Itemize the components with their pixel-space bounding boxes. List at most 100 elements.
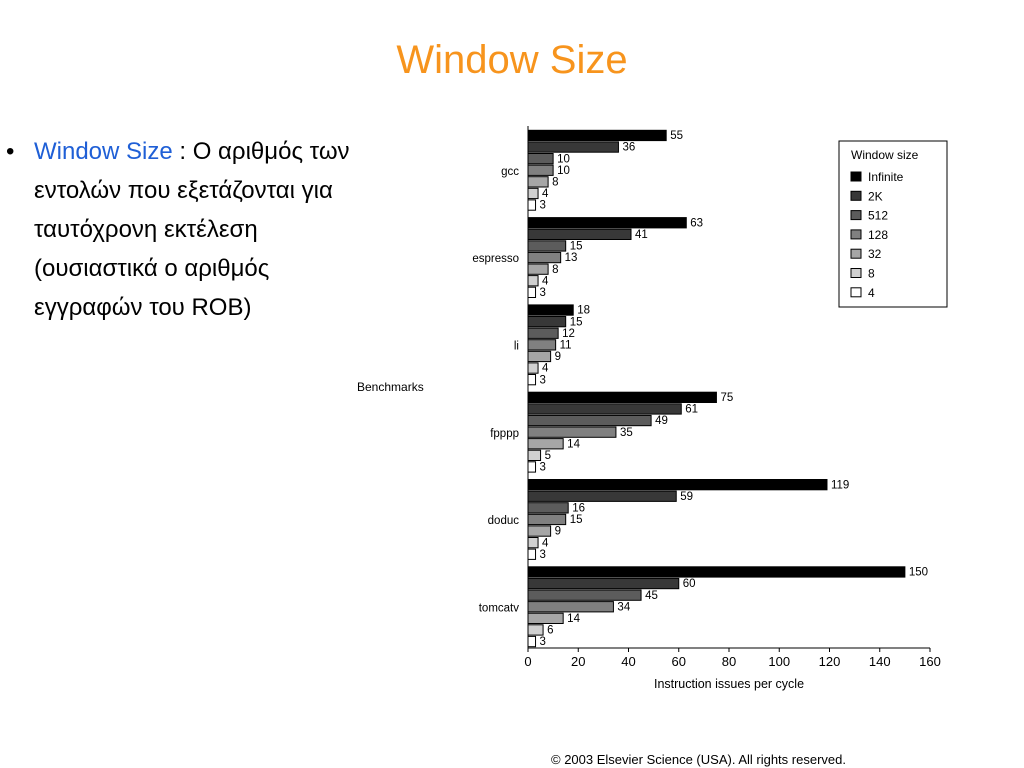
bar-fpppp-2k (527, 403, 682, 415)
category-label: fpppp (490, 428, 519, 440)
category-label: tomcatv (479, 602, 520, 614)
value-label: 4 (542, 537, 549, 549)
bar-doduc-4 (527, 548, 537, 560)
x-tick-label: 160 (919, 654, 941, 669)
bar-tomcatv-2k (527, 577, 680, 590)
x-tick-label: 20 (571, 654, 585, 669)
legend-swatch (850, 287, 862, 298)
value-label: 14 (567, 613, 580, 625)
value-label: 14 (567, 438, 580, 450)
value-label: 15 (570, 514, 583, 526)
legend-title: Window size (851, 148, 919, 162)
bars-layer (527, 129, 906, 648)
value-label: 10 (557, 153, 570, 165)
x-tick-label: 40 (621, 654, 635, 669)
x-tick-label: 80 (722, 654, 736, 669)
bar-espresso-infinite (527, 217, 687, 229)
value-label: 63 (690, 217, 703, 229)
bar-li-2k (527, 316, 567, 328)
legend-label: Infinite (868, 170, 904, 184)
bar-tomcatv-8 (527, 624, 544, 636)
legend-swatch (850, 171, 862, 182)
value-label: 35 (620, 427, 633, 439)
bar-gcc-2k (527, 141, 619, 153)
value-label: 49 (655, 415, 668, 427)
bullet-symbol: • (6, 138, 15, 165)
value-label: 15 (570, 316, 583, 328)
x-tick-label: 140 (869, 654, 891, 669)
bar-fpppp-8 (527, 449, 542, 462)
value-label: 41 (635, 229, 648, 241)
x-tick-label: 60 (672, 654, 686, 669)
bar-gcc-4 (527, 199, 537, 211)
value-label: 15 (570, 241, 583, 253)
bar-li-512 (527, 327, 559, 339)
value-label: 150 (909, 567, 928, 579)
bar-tomcatv-infinite (527, 566, 906, 578)
bar-li-8 (527, 362, 539, 374)
bar-doduc-512 (527, 502, 569, 514)
value-label: 10 (557, 165, 570, 177)
bar-espresso-128 (527, 251, 562, 264)
bullet-description: : Ο αριθμός των εντολών που εξετάζονται … (34, 138, 350, 321)
bar-li-infinite (527, 304, 574, 316)
bar-tomcatv-128 (527, 601, 614, 613)
bar-tomcatv-32 (527, 612, 564, 625)
value-label: 6 (547, 625, 553, 637)
bar-gcc-32 (527, 176, 549, 188)
value-label: 4 (542, 275, 549, 287)
category-label: doduc (488, 515, 520, 527)
bar-gcc-infinite (527, 129, 667, 142)
value-label: 11 (560, 340, 572, 352)
value-label: 119 (831, 479, 849, 491)
bar-doduc-infinite (527, 479, 828, 491)
value-label: 18 (577, 305, 590, 317)
value-label: 8 (552, 177, 558, 189)
legend-label: 512 (868, 209, 888, 223)
bar-li-4 (527, 374, 537, 386)
bar-espresso-32 (527, 263, 549, 275)
legend-label: 2K (868, 189, 883, 203)
value-label: 13 (565, 252, 578, 264)
legend-swatch (850, 229, 862, 240)
value-label: 9 (555, 351, 561, 363)
axis-layer: gcc espresso li fpppp doduc tomcatv 0 20 40 60 80 1… (357, 126, 941, 691)
bar-gcc-512 (527, 153, 554, 165)
bar-tomcatv-4 (527, 635, 537, 648)
value-label: 3 (540, 636, 546, 648)
x-tick-label: 100 (768, 654, 790, 669)
legend-label: 32 (868, 247, 882, 261)
value-labels-layer: 5536101084363411513843181512119437561493… (540, 130, 929, 648)
value-label: 4 (542, 188, 549, 200)
value-label: 3 (540, 462, 546, 474)
bullet-item: • Window Size : Ο αριθμός των εντολών πο… (6, 132, 361, 327)
category-label: espresso (472, 253, 519, 265)
legend-label: 128 (868, 228, 888, 242)
legend-box (838, 140, 948, 308)
value-label: 8 (552, 264, 558, 276)
value-label: 5 (545, 450, 551, 462)
slide-title: Window Size (396, 38, 628, 82)
bar-espresso-2k (527, 228, 632, 240)
value-label: 3 (540, 374, 546, 386)
value-label: 75 (720, 392, 733, 404)
value-label: 3 (540, 200, 546, 212)
value-label: 45 (645, 590, 658, 602)
bullet-text-block: Window Size : Ο αριθμός των εντολών που … (34, 132, 361, 327)
x-tick-label: 0 (524, 654, 531, 669)
value-label: 4 (542, 363, 549, 375)
legend-label: 8 (868, 267, 875, 281)
legend-swatch (850, 210, 862, 221)
value-label: 60 (683, 578, 696, 590)
value-label: 36 (622, 142, 635, 154)
value-label: 34 (617, 601, 630, 613)
value-label: 3 (540, 549, 546, 561)
bar-li-128 (527, 339, 557, 351)
value-label: 55 (670, 130, 683, 142)
bar-espresso-8 (527, 275, 539, 287)
legend-swatch (850, 268, 862, 278)
y-axis-title: Benchmarks (357, 380, 424, 394)
bar-espresso-4 (527, 286, 537, 299)
bar-tomcatv-512 (527, 589, 642, 601)
